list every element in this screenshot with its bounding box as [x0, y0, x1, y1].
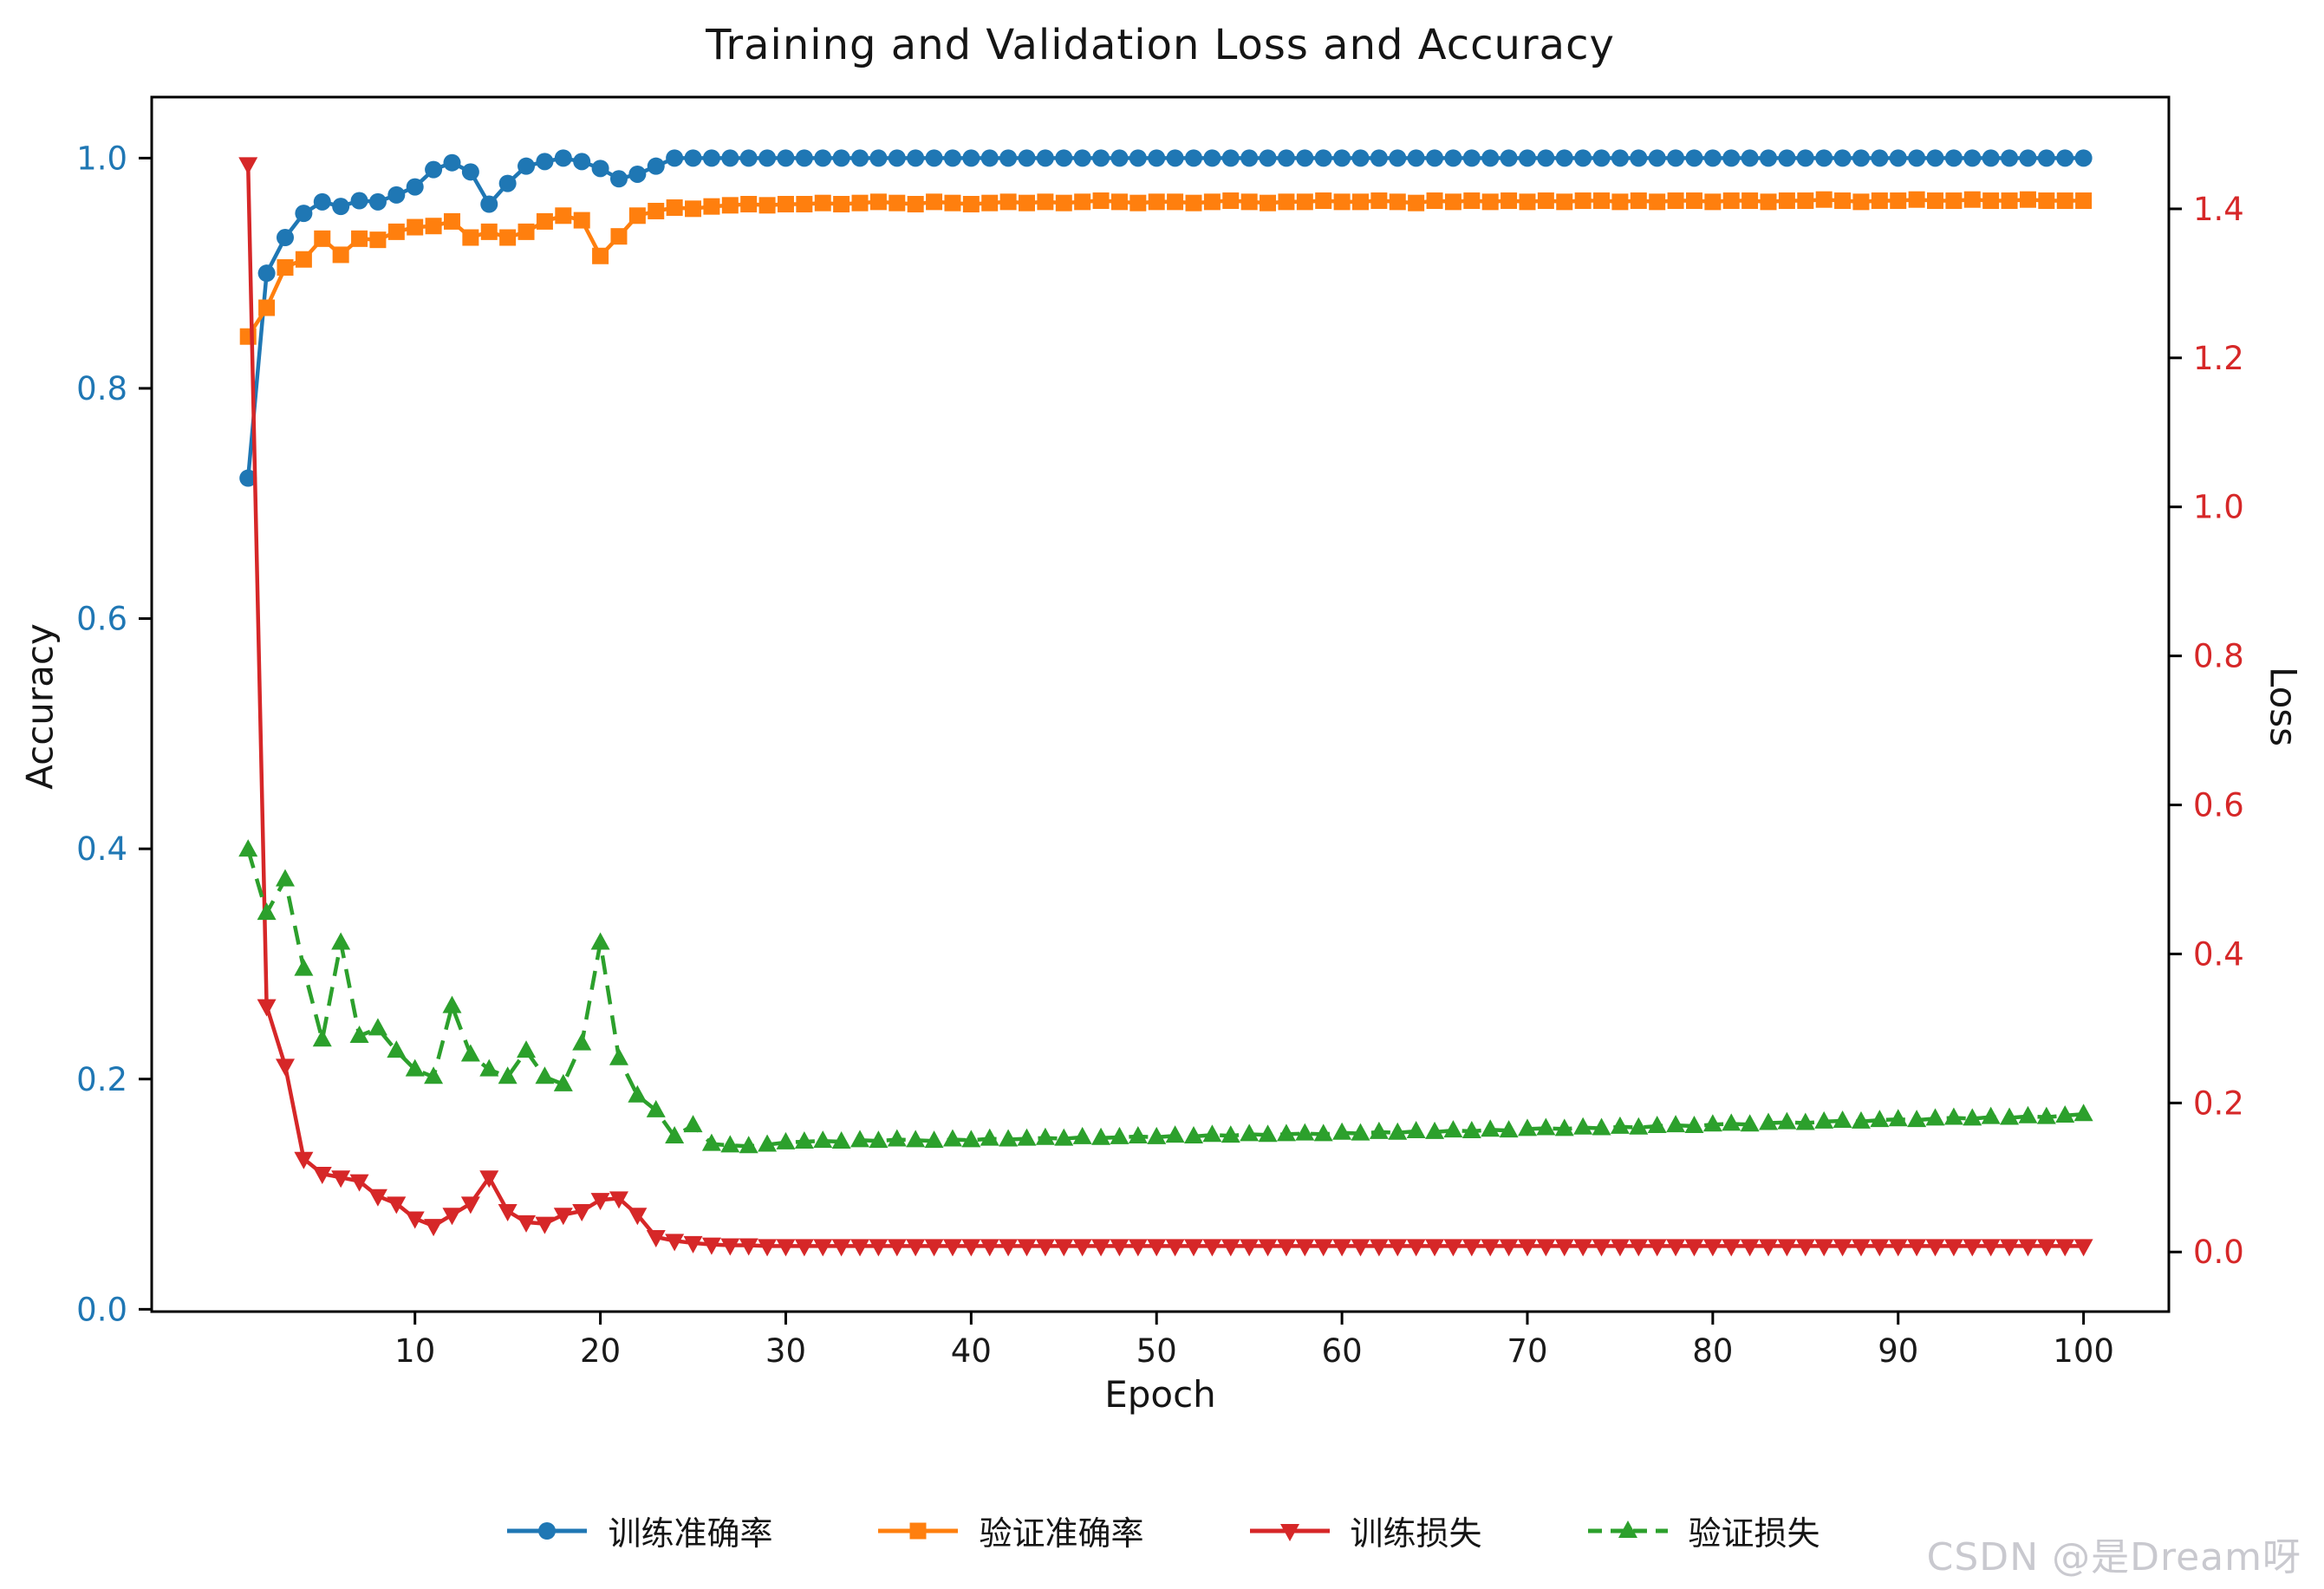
legend-item-train-loss: 训练损失	[1247, 1507, 1482, 1554]
val-loss-marker-icon	[1587, 1520, 1668, 1538]
watermark: CSDN @是Dream呀	[1926, 1535, 2301, 1579]
legend-label-train-loss: 训练损失	[1350, 1514, 1482, 1553]
svg-text:30: 30	[765, 1332, 806, 1370]
train-loss-marker-icon	[1249, 1523, 1330, 1541]
svg-text:20: 20	[580, 1332, 621, 1370]
svg-text:1.4: 1.4	[2193, 191, 2244, 228]
svg-text:1.2: 1.2	[2193, 340, 2244, 377]
legend-item-val-accuracy: 验证准确率	[875, 1507, 1144, 1554]
svg-text:0.2: 0.2	[2193, 1084, 2244, 1122]
legend: 训练准确率 验证准确率 训练损失 验证损失	[0, 1507, 2324, 1554]
x-axis-label: Epoch	[1104, 1373, 1216, 1416]
svg-text:0.6: 0.6	[2193, 787, 2244, 824]
chart-canvas: 10 20 30 40 50 60 70 80 90 100 0.0 0.2 0.4 0.6 0.8 1.0 0…	[76, 95, 2244, 1370]
svg-text:50: 50	[1136, 1332, 1177, 1370]
train-accuracy-marker-icon	[507, 1521, 588, 1540]
chart-title: Training and Validation Loss and Accurac…	[706, 21, 1615, 69]
svg-text:60: 60	[1322, 1332, 1363, 1370]
svg-text:0.4: 0.4	[2193, 935, 2244, 973]
legend-label-train-accuracy: 训练准确率	[608, 1514, 773, 1553]
svg-text:90: 90	[1878, 1332, 1918, 1370]
svg-text:40: 40	[951, 1332, 992, 1370]
svg-text:0.0: 0.0	[76, 1291, 127, 1328]
svg-text:0.8: 0.8	[2193, 638, 2244, 675]
svg-text:10: 10	[394, 1332, 435, 1370]
legend-label-val-accuracy: 验证准确率	[979, 1514, 1144, 1553]
svg-text:100: 100	[2053, 1332, 2114, 1370]
legend-item-train-accuracy: 训练准确率	[504, 1507, 772, 1554]
val-accuracy-marker-icon	[878, 1522, 959, 1539]
svg-text:1.0: 1.0	[76, 140, 127, 177]
svg-text:0.8: 0.8	[76, 370, 127, 407]
svg-text:0.4: 0.4	[76, 830, 127, 868]
left-axis-label: Accuracy	[18, 623, 62, 790]
svg-text:80: 80	[1692, 1332, 1733, 1370]
svg-text:0.2: 0.2	[76, 1061, 127, 1098]
legend-label-val-loss: 验证损失	[1688, 1514, 1820, 1553]
svg-text:70: 70	[1507, 1332, 1547, 1370]
svg-text:0.6: 0.6	[76, 601, 127, 638]
svg-text:1.0: 1.0	[2193, 489, 2244, 526]
legend-item-val-loss: 验证损失	[1585, 1507, 1820, 1554]
right-axis-label: Loss	[2262, 666, 2305, 747]
svg-text:0.0: 0.0	[2193, 1234, 2244, 1271]
